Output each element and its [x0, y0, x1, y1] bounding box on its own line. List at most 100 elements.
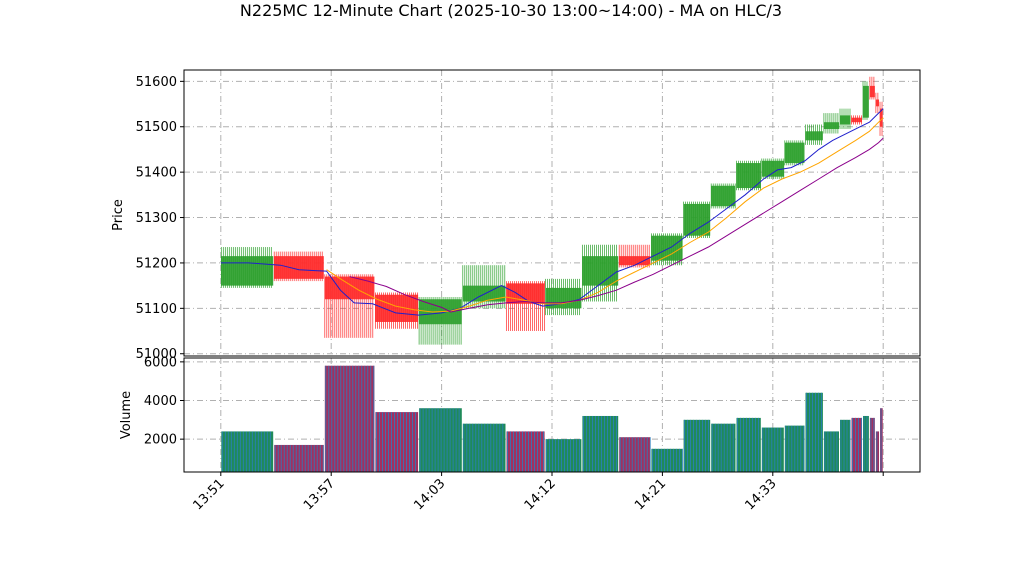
x-tick-label: 13:57	[301, 476, 338, 513]
candle-body	[823, 122, 839, 130]
volume-bar	[462, 423, 506, 472]
candle-body	[324, 276, 375, 300]
volume-bar	[582, 415, 619, 472]
candle-body	[462, 285, 506, 302]
volume-bar	[840, 419, 851, 472]
candle-body	[875, 99, 880, 107]
x-tick-label: 14:21	[632, 476, 669, 513]
volume-bar-fill	[761, 427, 784, 472]
volume-bar	[683, 419, 711, 472]
candle	[839, 108, 851, 130]
candle-body	[274, 256, 324, 279]
ma-line-slow	[349, 137, 884, 313]
volume-bar	[274, 444, 324, 472]
candle-body	[880, 108, 883, 127]
volume-bar	[419, 408, 462, 472]
volume-bar	[375, 412, 419, 472]
volume-bar-fill	[462, 423, 506, 472]
candle	[462, 265, 506, 309]
volume-tick-label: 2000	[144, 433, 177, 448]
price-axis-label: Price	[111, 199, 126, 231]
volume-panel: 2000 4000 6000	[144, 355, 921, 473]
volume-axis-label: Volume	[119, 391, 134, 439]
candle	[805, 124, 823, 145]
candle	[683, 201, 711, 238]
volume-bar	[545, 439, 582, 472]
candle	[869, 76, 875, 100]
price-frame	[183, 69, 921, 357]
price-tick-label: 51100	[136, 302, 177, 317]
price-tick-label: 51500	[136, 120, 177, 135]
candle-body	[375, 294, 419, 322]
candle-body	[221, 256, 274, 286]
volume-bar	[875, 431, 880, 472]
volume-bar-fill	[545, 439, 582, 472]
candle	[582, 244, 619, 302]
candle-body	[840, 115, 851, 125]
volume-bar	[324, 365, 375, 472]
candle	[736, 160, 761, 191]
price-tick-label: 51000	[136, 347, 177, 362]
volume-bar	[784, 425, 805, 472]
ma-line-fast	[220, 108, 884, 316]
x-axis: 13:51 13:57 14:03 14:12 14:21 14:33	[191, 472, 884, 513]
volume-bar	[869, 417, 875, 472]
volume-bar	[823, 431, 839, 472]
chart-title: N225MC 12-Minute Chart (2025-10-30 13:00…	[240, 1, 782, 20]
price-tick-label: 51200	[136, 256, 177, 271]
volume-bar	[863, 415, 869, 472]
candle-body	[869, 85, 875, 98]
candle-body	[761, 160, 784, 177]
candle	[710, 183, 736, 209]
candle-body	[683, 203, 711, 236]
volume-tick-label: 4000	[144, 394, 177, 409]
volume-bar-fill	[582, 415, 619, 472]
price-tick-label: 51600	[136, 75, 177, 90]
volume-bar	[506, 431, 545, 472]
volume-bar-fill	[221, 431, 274, 472]
price-tick-label: 51300	[136, 211, 177, 226]
ma-line-mid	[326, 117, 884, 313]
volume-bar	[619, 437, 651, 472]
candle-body	[851, 117, 862, 123]
volume-bar-fill	[375, 412, 419, 472]
candle-body	[582, 256, 619, 286]
volume-tick-label: 6000	[144, 355, 177, 370]
candle	[761, 158, 785, 179]
volume-bar	[651, 448, 683, 472]
volume-bar-fill	[869, 417, 875, 472]
candle	[784, 140, 805, 166]
candle-body	[711, 185, 736, 207]
volume-bar-fill	[419, 408, 462, 472]
volume-bar	[761, 427, 784, 472]
candle	[506, 281, 545, 332]
candle	[324, 274, 375, 338]
candle-body	[736, 163, 761, 189]
candle	[862, 81, 869, 120]
candle-body	[619, 256, 651, 266]
candle-body	[784, 142, 805, 164]
x-tick-label: 13:51	[191, 476, 228, 513]
volume-bar	[851, 417, 862, 472]
volume-bar-fill	[840, 419, 851, 472]
candle	[618, 244, 651, 268]
candle	[375, 292, 419, 329]
price-panel: 51000 51100 51200 51300 51400 51500 51600	[136, 69, 921, 362]
x-tick-label: 14:03	[411, 476, 448, 513]
volume-bar-fill	[805, 392, 823, 472]
volume-bar-fill	[851, 417, 862, 472]
volume-bar	[805, 392, 823, 472]
volume-bar	[880, 408, 883, 472]
volume-bar	[711, 423, 736, 472]
candle-body	[805, 131, 823, 141]
candle	[273, 251, 324, 282]
candle-body	[863, 85, 869, 118]
candle	[220, 247, 274, 288]
volume-bar-fill	[875, 431, 880, 472]
volume-bar	[736, 417, 761, 472]
candle	[823, 113, 839, 134]
candle-body	[651, 235, 683, 261]
candle	[851, 115, 862, 125]
volume-bar	[221, 431, 274, 472]
